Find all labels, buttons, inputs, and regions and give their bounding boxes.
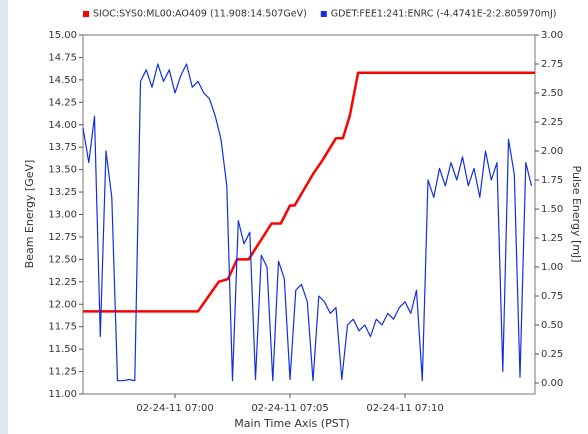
legend-label: GDET:FEE1:241:ENRC (-4.4741E-2:2.805970m…	[331, 9, 557, 20]
x-tick-label: 02-24-11 07:05	[251, 403, 328, 414]
y2-tick-label: 0.00	[541, 378, 563, 389]
y2-tick-label: 2.00	[541, 146, 563, 157]
y2-tick-label: 1.50	[541, 204, 563, 215]
y-tick-label: 15.00	[48, 30, 77, 41]
y2-tick-label: 3.00	[541, 30, 563, 41]
y-tick-label: 11.00	[48, 389, 77, 400]
y-tick-label: 12.25	[48, 277, 77, 288]
y2-tick-label: 0.50	[541, 320, 563, 331]
y2-tick-label: 2.50	[541, 88, 563, 99]
y2-tick-label: 0.75	[541, 291, 563, 302]
x-tick-label: 02-24-11 07:10	[366, 403, 443, 414]
legend-swatch	[320, 11, 327, 17]
y-tick-label: 13.00	[48, 210, 77, 221]
side-strip	[0, 0, 8, 434]
x-axis-label: Main Time Axis (PST)	[234, 417, 349, 430]
y-tick-label: 14.50	[48, 75, 77, 86]
y2-tick-label: 0.25	[541, 349, 563, 360]
y2-tick-label: 2.75	[541, 59, 563, 70]
y-tick-label: 13.25	[48, 187, 77, 198]
series-line	[82, 63, 533, 382]
y-tick-label: 14.00	[48, 120, 77, 131]
y-tick-label: 11.25	[48, 367, 77, 378]
y-axis-label: Beam Energy [GeV]	[23, 160, 36, 269]
y2-axis-label: Pulse Energy [mJ]	[570, 165, 583, 262]
legend-label: SIOC:SYS0:ML00:AO409 (11.908:14.507GeV)	[93, 9, 307, 20]
y-tick-label: 13.75	[48, 142, 77, 153]
y-tick-label: 13.50	[48, 165, 77, 176]
y2-tick-label: 2.25	[541, 117, 563, 128]
y2-tick-label: 1.25	[541, 233, 563, 244]
series-line	[83, 71, 535, 313]
x-tick-label: 02-24-11 07:00	[136, 403, 213, 414]
plot-frame	[82, 34, 536, 395]
y-tick-label: 11.75	[48, 322, 77, 333]
y-tick-label: 11.50	[48, 344, 77, 355]
y-tick-label: 14.25	[48, 97, 77, 108]
y-tick-label: 14.75	[48, 52, 77, 63]
legend-swatch	[83, 11, 89, 17]
y2-tick-label: 1.00	[541, 262, 563, 273]
y-tick-label: 12.00	[48, 299, 77, 310]
y-tick-label: 12.50	[48, 254, 77, 265]
y2-tick-label: 1.75	[541, 175, 563, 186]
y-tick-label: 12.75	[48, 232, 77, 243]
